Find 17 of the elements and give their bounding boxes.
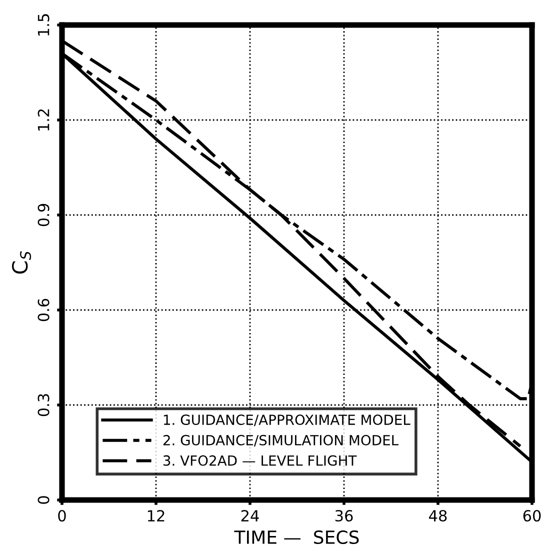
y-tick-label: 1.5 [38,14,50,36]
x-tick-label: 24 [241,510,259,522]
y-axis-title: C$_{S}$ [12,251,32,274]
x-tick-label: 0 [58,510,66,522]
legend-label: 2. GUIDANCE/SIMULATION MODEL [163,434,399,447]
y-tick-label: 1.2 [38,109,50,130]
y-tick-label: 0.9 [38,204,50,226]
x-tick-label: 60 [523,510,541,522]
y-tick-label: 0.3 [38,394,50,416]
x-tick-label: 36 [335,510,353,522]
y-tick-label: 0.6 [38,298,50,322]
y-tick-label: 0 [38,496,50,504]
x-tick-label: 48 [429,510,447,522]
x-axis-title: TIME — SECS [234,530,359,544]
legend-label: 1. GUIDANCE/APPROXIMATE MODEL [164,414,410,426]
legend-label: 3. VFO2AD — LEVEL FLIGHT [163,455,357,466]
x-tick-label: 12 [148,510,164,522]
